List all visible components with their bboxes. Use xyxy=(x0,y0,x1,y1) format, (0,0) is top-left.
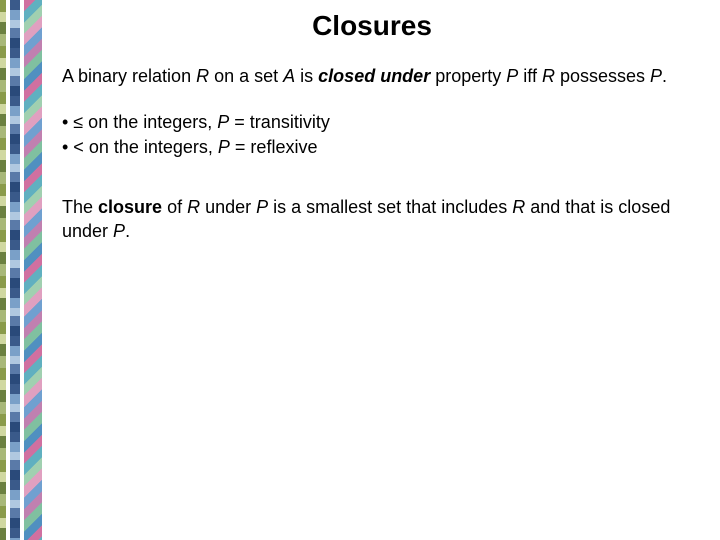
var-P: P xyxy=(113,221,125,241)
var-P: P xyxy=(650,66,662,86)
term-closed-under: closed under xyxy=(318,66,430,86)
var-P: P xyxy=(218,137,230,157)
text: possesses xyxy=(555,66,650,86)
var-P: P xyxy=(506,66,518,86)
decorative-sidebar xyxy=(0,0,42,540)
text: • ≤ on the integers, xyxy=(62,112,217,132)
text: A binary relation xyxy=(62,66,196,86)
text: . xyxy=(125,221,130,241)
text: • < on the integers, xyxy=(62,137,218,157)
text: property xyxy=(430,66,506,86)
slide-content: Closures A binary relation R on a set A … xyxy=(62,10,702,265)
stripe-3 xyxy=(24,0,42,540)
var-R: R xyxy=(196,66,209,86)
text: = transitivity xyxy=(229,112,330,132)
definition-paragraph: A binary relation R on a set A is closed… xyxy=(62,64,702,88)
text: The xyxy=(62,197,98,217)
text: of xyxy=(162,197,187,217)
text: under xyxy=(200,197,256,217)
var-R: R xyxy=(542,66,555,86)
var-P: P xyxy=(217,112,229,132)
text: is a smallest set that includes xyxy=(268,197,512,217)
slide-title: Closures xyxy=(42,10,702,42)
text: = reflexive xyxy=(230,137,318,157)
var-R: R xyxy=(187,197,200,217)
closure-paragraph: The closure of R under P is a smallest s… xyxy=(62,195,702,244)
var-R: R xyxy=(512,197,525,217)
text: iff xyxy=(518,66,542,86)
bullet-list: • ≤ on the integers, P = transitivity • … xyxy=(62,110,702,159)
term-closure: closure xyxy=(98,197,162,217)
bullet-item-1: • ≤ on the integers, P = transitivity xyxy=(62,110,702,134)
var-P: P xyxy=(256,197,268,217)
stripe-2 xyxy=(10,0,20,540)
bullet-item-2: • < on the integers, P = reflexive xyxy=(62,135,702,159)
text: is xyxy=(295,66,318,86)
var-A: A xyxy=(283,66,295,86)
text: . xyxy=(662,66,667,86)
text: on a set xyxy=(209,66,283,86)
